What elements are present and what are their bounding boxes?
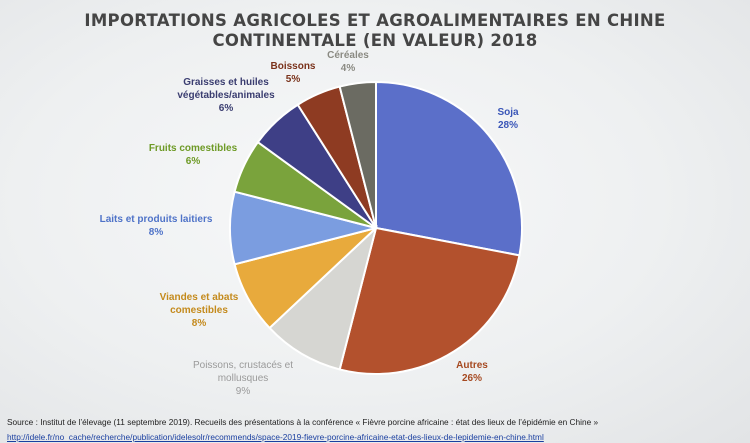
slice-label-3: Viandes et abats comestibles 8%	[144, 291, 254, 330]
source-note: Source : Institut de l’élevage (11 septe…	[7, 417, 599, 427]
slice-label-2: Poissons, crustacés et mollusques 9%	[188, 359, 298, 398]
slice-label-6: Graisses et huiles végétables/animales 6%	[171, 76, 281, 115]
slice-label-name-8: Céréales	[327, 50, 369, 61]
slice-label-name-2: Poissons, crustacés et mollusques	[192, 359, 294, 384]
slice-label-4: Laits et produits laitiers 8%	[91, 213, 221, 239]
slice-label-name-6: Graisses et huiles végétables/animales	[177, 76, 275, 101]
slice-label-name-1: Autres	[456, 360, 488, 371]
slice-label-name-7: Boissons	[270, 61, 316, 72]
slice-label-value-3: 8%	[191, 317, 207, 329]
slice-label-1: Autres 26%	[442, 359, 502, 385]
source-link[interactable]: http://idele.fr/no_cache/recherche/publi…	[7, 432, 544, 442]
slice-label-name-0: Soja	[497, 107, 519, 118]
slice-label-value-8: 4%	[340, 63, 356, 74]
slice-label-name-4: Laits et produits laitiers	[99, 214, 213, 225]
pie-slices	[229, 80, 523, 375]
pie-slice-0	[375, 80, 523, 257]
slice-label-name-5: Fruits comestibles	[148, 143, 238, 154]
pie-slice-8	[338, 80, 377, 229]
slice-label-value-2: 9%	[235, 385, 251, 397]
chart-title-line-1: IMPORTATIONS AGRICOLES ET AGROALIMENTAIR…	[84, 11, 666, 30]
slice-label-7: Boissons 5%	[263, 60, 323, 86]
pie-slice-2	[268, 224, 378, 371]
chart-title-line-2: CONTINENTALE (EN VALEUR) 2018	[212, 31, 538, 50]
slice-label-value-5: 6%	[185, 156, 201, 167]
slice-label-5: Fruits comestibles 6%	[143, 142, 243, 168]
slice-label-value-6: 6%	[218, 102, 234, 114]
slice-label-0: Soja 28%	[488, 106, 528, 132]
slice-label-value-0: 28%	[497, 120, 518, 131]
slice-label-value-4: 8%	[148, 227, 164, 238]
slice-label-name-3: Viandes et abats comestibles	[159, 291, 239, 316]
slice-label-value-1: 26%	[461, 373, 482, 384]
pie-slice-1	[338, 226, 521, 375]
slice-label-value-7: 5%	[285, 74, 301, 85]
slice-label-8: Céréales 4%	[318, 49, 378, 75]
